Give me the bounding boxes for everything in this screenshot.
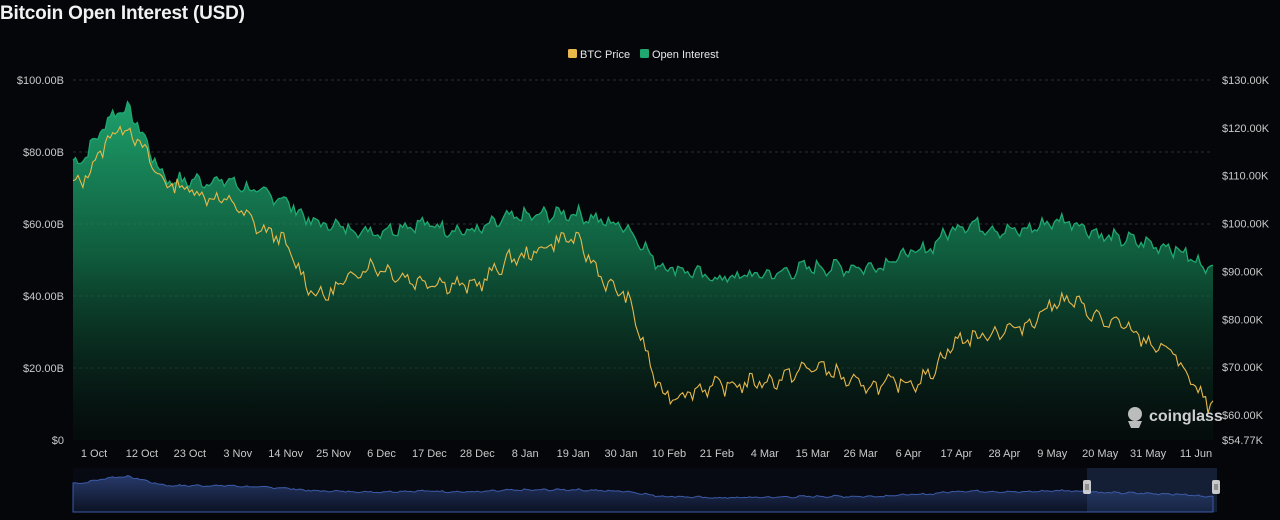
x-tick-label: 6 Apr xyxy=(896,448,922,460)
y-left-tick-label: $40.00B xyxy=(23,291,64,303)
axes: $0 $20.00B $40.00B $60.00B $80.00B $100.00B $5… xyxy=(17,75,1270,460)
y-right-tick-label: $110.00K xyxy=(1222,171,1269,183)
navigator-selection[interactable] xyxy=(1087,468,1217,512)
coinglass-watermark: coinglass xyxy=(1128,407,1223,428)
legend-label[interactable]: BTC Price xyxy=(580,49,630,61)
x-tick-label: 19 Jan xyxy=(557,448,590,460)
open-interest-area xyxy=(72,100,1214,440)
y-left-tick-label: $60.00B xyxy=(23,219,64,231)
x-tick-label: 30 Jan xyxy=(605,448,638,460)
y-left-tick-label: $80.00B xyxy=(23,147,64,159)
x-tick-label: 20 May xyxy=(1082,448,1119,460)
x-tick-label: 14 Nov xyxy=(268,448,303,460)
y-right-tick-label: $54.77K xyxy=(1222,435,1264,447)
btc-price-path xyxy=(72,125,1214,414)
x-tick-label: 23 Oct xyxy=(174,448,206,460)
y-left-tick-label: $20.00B xyxy=(23,363,64,375)
navigator-handle[interactable] xyxy=(1212,480,1220,494)
x-tick-label: 9 May xyxy=(1037,448,1067,460)
navigator-handle[interactable] xyxy=(1083,480,1091,494)
y-right-tick-label: $60.00K xyxy=(1222,410,1264,422)
x-tick-label: 28 Apr xyxy=(988,448,1020,460)
x-tick-label: 4 Mar xyxy=(751,448,779,460)
y-right-tick-label: $100.00K xyxy=(1222,219,1270,231)
coinglass-logo-base xyxy=(1128,421,1142,428)
open-interest-fill xyxy=(73,101,1213,440)
watermark-text: coinglass xyxy=(1149,408,1223,425)
chart-title: Bitcoin Open Interest (USD) xyxy=(0,3,245,24)
y-right-tick-label: $80.00K xyxy=(1222,314,1264,326)
open-interest-line xyxy=(72,100,1214,284)
x-tick-label: 21 Feb xyxy=(700,448,734,460)
coinglass-logo-icon xyxy=(1128,407,1142,421)
x-tick-label: 17 Apr xyxy=(941,448,973,460)
btc-price-line xyxy=(72,125,1214,414)
x-tick-label: 1 Oct xyxy=(81,448,107,460)
y-left-tick-label: $0 xyxy=(52,435,64,447)
y-left-tick-label: $100.00B xyxy=(17,75,64,87)
x-tick-label: 12 Oct xyxy=(126,448,158,460)
legend-swatch[interactable] xyxy=(568,49,577,58)
legend[interactable]: BTC Price Open Interest xyxy=(568,49,719,61)
navigator-series xyxy=(72,475,1214,513)
legend-swatch[interactable] xyxy=(640,49,649,58)
y-right-tick-label: $70.00K xyxy=(1222,362,1264,374)
x-tick-label: 25 Nov xyxy=(316,448,351,460)
y-right-tick-label: $120.00K xyxy=(1222,123,1270,135)
x-tick-label: 28 Dec xyxy=(460,448,495,460)
y-right-tick-label: $130.00K xyxy=(1222,75,1270,87)
x-tick-label: 31 May xyxy=(1130,448,1167,460)
x-tick-label: 6 Dec xyxy=(367,448,396,460)
x-tick-label: 15 Mar xyxy=(796,448,831,460)
range-navigator[interactable] xyxy=(72,468,1220,513)
x-tick-label: 26 Mar xyxy=(843,448,878,460)
x-tick-label: 8 Jan xyxy=(512,448,539,460)
legend-label[interactable]: Open Interest xyxy=(652,49,719,61)
y-right-tick-label: $90.00K xyxy=(1222,266,1264,278)
x-tick-label: 10 Feb xyxy=(652,448,686,460)
x-tick-label: 11 Jun xyxy=(1180,448,1212,460)
x-tick-label: 3 Nov xyxy=(223,448,252,460)
x-tick-label: 17 Dec xyxy=(412,448,447,460)
